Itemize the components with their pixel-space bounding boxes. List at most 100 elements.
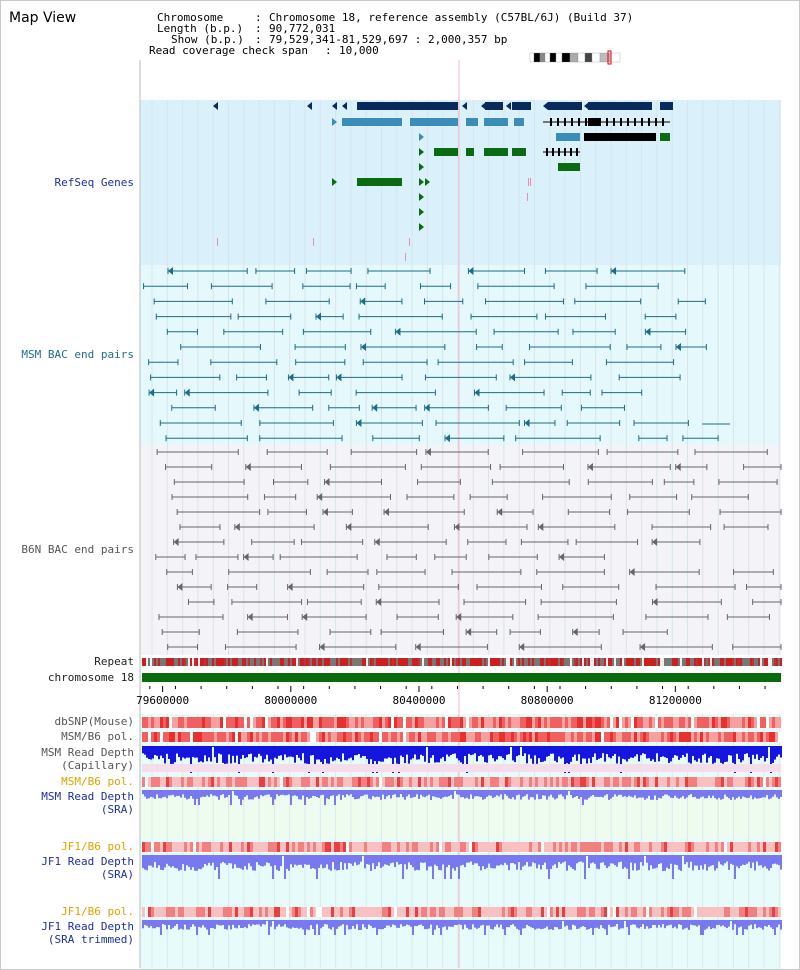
msm-capillary-depth-bar (302, 746, 304, 754)
msm-pol2-cell (631, 777, 634, 787)
label-msm-read-depth-capillary[interactable]: MSM Read Depth (41, 746, 134, 759)
msm-pol-cell (604, 732, 607, 742)
jf1-trimmed-depth-bar (602, 920, 604, 928)
repeat-segment (740, 658, 742, 666)
dbsnp-cell (496, 717, 499, 728)
msm-sra-depth-bar (302, 790, 304, 796)
msm-sra-depth-bar (328, 790, 330, 800)
msm-capillary-depth-bar (726, 746, 728, 762)
label-dbsnp[interactable]: dbSNP(Mouse) (54, 715, 134, 728)
msm-capillary-depth-bar (446, 746, 448, 755)
repeat-segment (580, 658, 582, 666)
msm-capillary-depth-bar (292, 746, 294, 758)
jf1-sra-depth-bar (458, 855, 460, 879)
jf1-pol-cell (667, 842, 670, 852)
jf1-trimmed-depth-bar (614, 920, 616, 927)
label-jf1-b6-pol-2[interactable]: JF1/B6 pol. (61, 905, 134, 918)
jf1-sra-depth-bar (162, 855, 164, 871)
msm-pol-cell (610, 732, 613, 742)
repeat-segment (564, 658, 566, 666)
repeat-segment (384, 658, 386, 666)
label-jf1-read-depth-sra[interactable]: JF1 Read Depth (41, 855, 134, 868)
label-b6n-bac[interactable]: B6N BAC end pairs (21, 543, 134, 556)
msm-pol-cell (355, 732, 358, 742)
repeat-segment (194, 658, 196, 666)
msm-sra-depth-bar (252, 790, 254, 800)
repeat-segment (264, 658, 266, 666)
label-refseq-genes[interactable]: RefSeq Genes (54, 176, 134, 189)
jf1-sra-depth-bar (668, 855, 670, 869)
msm-sra-depth-bar (690, 790, 692, 795)
jf1-sra-depth-bar (476, 855, 478, 864)
dbsnp-cell (316, 717, 319, 728)
dbsnp-cell (493, 717, 496, 728)
repeat-segment (198, 658, 200, 666)
repeat-segment (662, 658, 664, 666)
jf1-pol2-cell (427, 907, 430, 917)
msm-sra-depth-bar (460, 790, 462, 798)
jf1-pol2-cell (538, 907, 541, 917)
label-msm-b6-pol-1[interactable]: MSM/B6 pol. (61, 730, 134, 743)
msm-capillary-depth-bar (514, 746, 516, 763)
jf1-pol-cell (622, 842, 625, 852)
jf1-sra-depth-bar (308, 855, 310, 865)
jf1-sra-depth-bar (330, 855, 332, 871)
msm-sra-depth-bar (692, 790, 694, 798)
gene-block (584, 133, 656, 141)
jf1-sra-depth-bar (358, 855, 360, 865)
msm-pol2-cell (580, 777, 583, 787)
msm-pol2-cell (556, 777, 559, 787)
msm-capillary-depth-bar (232, 746, 234, 756)
msm-sra-depth-bar (558, 790, 560, 795)
msm-pol-cell (238, 732, 241, 742)
repeat-segment (752, 658, 754, 666)
msm-pol-cell (370, 732, 373, 742)
jf1-pol2-cell (436, 907, 439, 917)
repeat-segment (256, 658, 258, 666)
jf1-sra-depth-bar (526, 855, 528, 862)
label-jf1-read-depth-trimmed[interactable]: JF1 Read Depth (41, 920, 134, 933)
msm-sra-depth-bar (756, 790, 758, 799)
gene-block (484, 148, 508, 156)
msm-capillary-depth-bar (360, 746, 362, 758)
msm-capillary-depth-bar (254, 746, 256, 757)
jf1-trimmed-depth-bar (454, 920, 456, 925)
msm-capillary-depth-bar (510, 746, 512, 747)
jf1-sra-depth-bar (478, 855, 480, 866)
msm-pol-cell (181, 732, 184, 742)
dbsnp-cell (559, 717, 562, 728)
msm-sra-depth-bar (562, 790, 564, 797)
msm-capillary-depth-bar (592, 746, 594, 757)
msm-sra-depth-bar (554, 790, 556, 800)
dbsnp-cell (562, 717, 565, 728)
repeat-segment (574, 658, 576, 666)
jf1-trimmed-depth-bar (158, 920, 160, 928)
repeat-segment (310, 658, 312, 666)
label-msm-b6-pol-2[interactable]: MSM/B6 pol. (61, 775, 134, 788)
jf1-pol-cell (505, 842, 508, 852)
msm-capillary-depth-bar (636, 746, 638, 755)
msm-pol-cell (571, 732, 574, 742)
msm-pol-cell (625, 732, 628, 742)
jf1-pol-cell (634, 842, 637, 852)
label-jf1-b6-pol-1[interactable]: JF1/B6 pol. (61, 840, 134, 853)
msm-sra-depth-bar (210, 790, 212, 795)
msm-sra-depth-bar (608, 790, 610, 800)
label-msm-read-depth-sra[interactable]: MSM Read Depth (41, 790, 134, 803)
msm-capillary-depth-bar (764, 746, 766, 762)
label-repeat[interactable]: Repeat (94, 655, 134, 668)
label-chromosome[interactable]: chromosome 18 (47, 671, 134, 684)
msm-capillary-depth-bar (616, 746, 618, 764)
jf1-trimmed-depth-bar (460, 920, 462, 925)
jf1-sra-depth-bar (600, 855, 602, 863)
msm-sra-depth-bar (714, 790, 716, 799)
msm-sra-depth-bar (294, 790, 296, 796)
jf1-sra-depth-bar (536, 855, 538, 869)
label-msm-bac[interactable]: MSM BAC end pairs (21, 348, 134, 361)
msm-sra-depth-bar (624, 790, 626, 797)
gene-arrow-right (419, 223, 424, 231)
repeat-segment (484, 658, 486, 666)
msm-capillary-depth-bar (568, 746, 570, 773)
msm-pol-cell (673, 732, 676, 742)
msm-capillary-depth-bar (334, 746, 336, 761)
